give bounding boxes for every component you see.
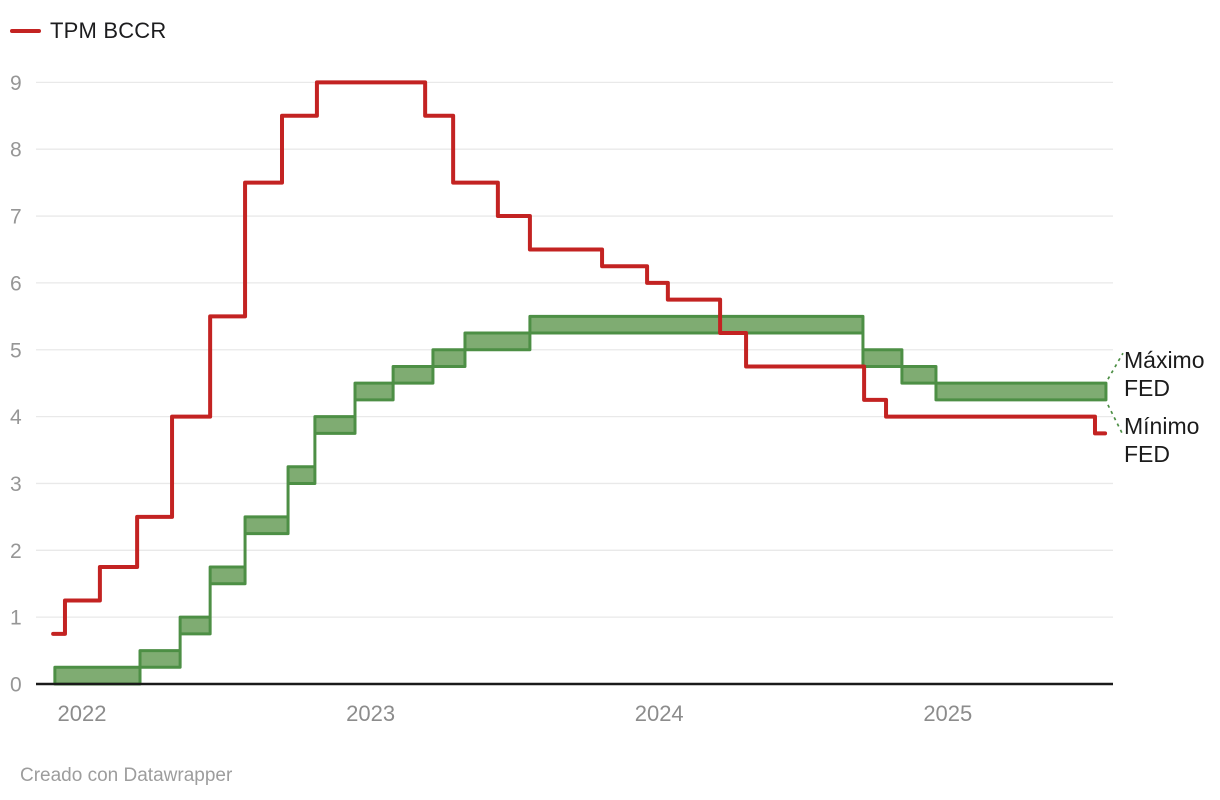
y-tick-label: 5 [10, 339, 22, 362]
y-axis-labels: 0 1 2 3 4 5 6 7 8 9 [10, 72, 22, 697]
x-tick-label: 2022 [58, 701, 107, 726]
y-tick-label: 0 [10, 674, 22, 697]
x-tick-label: 2023 [346, 701, 395, 726]
annotation-minimo-line1: Mínimo [1124, 413, 1200, 439]
minimo-connector-line [1107, 404, 1123, 434]
tpm-line-series [51, 80, 1108, 636]
y-tick-label: 3 [10, 473, 22, 496]
y-tick-label: 6 [10, 272, 22, 295]
annotation-maximo-line1: Máximo [1124, 347, 1205, 373]
datawrapper-credit: Creado con Datawrapper [20, 765, 233, 786]
annotation-maximo-line2: FED [1124, 375, 1170, 401]
legend-label: TPM BCCR [50, 18, 167, 43]
tpm-line-path [51, 80, 1108, 636]
y-tick-label: 7 [10, 206, 22, 229]
x-tick-label: 2025 [923, 701, 972, 726]
fed-band-series [53, 314, 1108, 686]
y-tick-label: 8 [10, 139, 22, 162]
gridlines [36, 81, 1113, 618]
fed-band-path [53, 314, 1108, 686]
annotation-minimo-line2: FED [1124, 441, 1170, 467]
annotation-minimo-fed: Mínimo FED [1124, 412, 1199, 468]
x-axis-labels: 2022 2023 2024 2025 [58, 701, 973, 726]
annotation-maximo-fed: Máximo FED [1124, 346, 1205, 402]
annotation-connectors [1107, 352, 1124, 434]
y-tick-label: 4 [10, 406, 22, 429]
y-tick-label: 9 [10, 72, 22, 95]
y-tick-label: 1 [10, 607, 22, 630]
x-tick-label: 2024 [635, 701, 684, 726]
maximo-connector-line [1107, 352, 1124, 380]
y-tick-label: 2 [10, 540, 22, 563]
legend-line-icon [10, 29, 41, 33]
legend: TPM BCCR [10, 18, 167, 44]
